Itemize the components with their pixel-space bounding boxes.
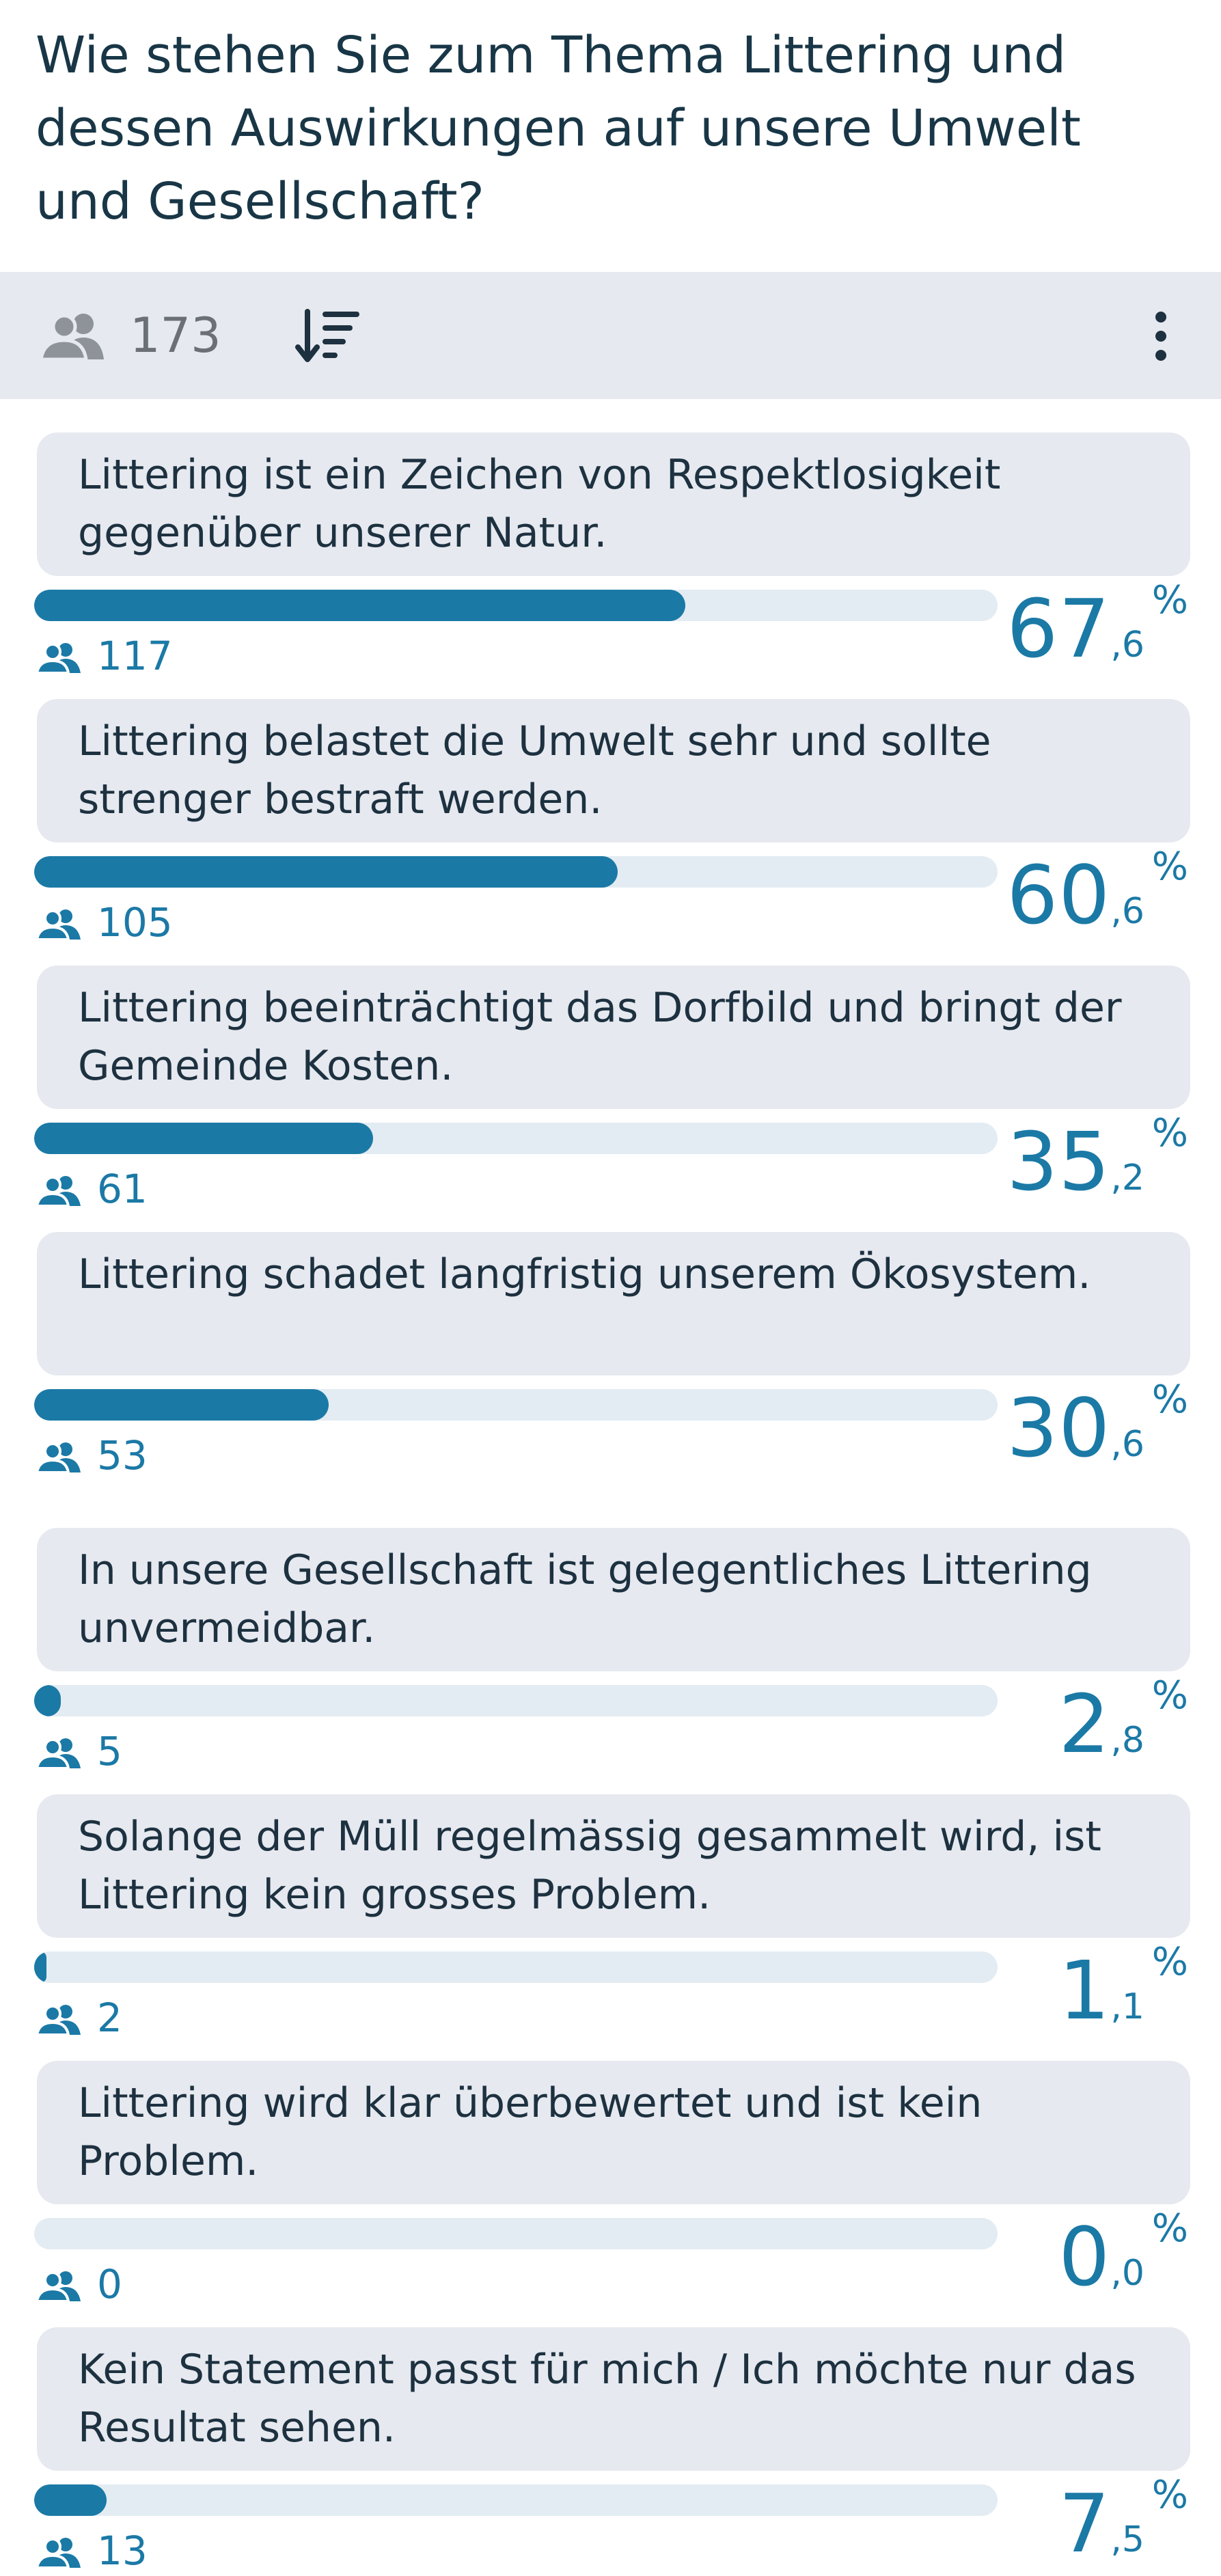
more-vertical-icon[interactable] — [1145, 307, 1177, 365]
percentage-integer: 0 — [1058, 2210, 1111, 2304]
people-icon — [36, 1442, 81, 1472]
percentage-decimal: ,6 — [1110, 1424, 1144, 1465]
percentage-integer: 67 — [1006, 581, 1111, 676]
percentage-integer: 30 — [1006, 1381, 1111, 1475]
people-icon — [36, 1738, 81, 1768]
percent-sign: % — [1151, 1940, 1188, 1984]
result-bar-track — [34, 1685, 998, 1716]
percentage: 7,5% — [1058, 2472, 1188, 2575]
people-icon — [39, 314, 104, 359]
percentage-decimal: ,6 — [1110, 625, 1144, 666]
option-button[interactable]: Littering beeinträchtigt das Dorfbild un… — [37, 965, 1190, 1109]
result-bar-fill — [34, 590, 686, 621]
option-button[interactable]: Littering ist ein Zeichen von Respektlos… — [37, 433, 1190, 576]
option-text: Solange der Müll regelmässig gesammelt w… — [78, 1813, 1101, 1919]
option-text: Littering belastet die Umwelt sehr und s… — [78, 717, 991, 823]
percentage-decimal: ,5 — [1110, 2519, 1144, 2560]
option-button[interactable]: Kein Statement passt für mich / Ich möch… — [37, 2327, 1190, 2471]
sort-descending-icon[interactable] — [295, 307, 361, 365]
vote-count: 61 — [97, 1166, 148, 1212]
result-bar-track — [34, 590, 998, 621]
percentage-integer: 35 — [1006, 1114, 1111, 1209]
result-bar-fill — [34, 1951, 46, 1983]
participant-count: 173 — [130, 307, 221, 364]
result-bar-fill — [34, 1685, 61, 1716]
result-bar-track — [34, 856, 998, 888]
people-icon — [36, 1176, 81, 1206]
percentage: 1,1% — [1058, 1939, 1188, 2042]
poll-option: Littering beeinträchtigt das Dorfbild un… — [0, 965, 1221, 1213]
percentage-decimal: ,6 — [1110, 891, 1144, 932]
vote-count: 105 — [97, 899, 173, 946]
poll-option: Littering ist ein Zeichen von Respektlos… — [0, 433, 1221, 679]
option-button[interactable]: Littering schadet langfristig unserem Ök… — [37, 1232, 1190, 1375]
option-button[interactable]: Solange der Müll regelmässig gesammelt w… — [37, 1794, 1190, 1938]
percent-sign: % — [1151, 2206, 1188, 2251]
percentage-integer: 60 — [1006, 848, 1111, 942]
result-bar-fill — [34, 856, 618, 888]
vote-count: 117 — [97, 633, 173, 679]
poll-option: Solange der Müll regelmässig gesammelt w… — [0, 1794, 1221, 2042]
option-text: Littering ist ein Zeichen von Respektlos… — [78, 451, 1001, 557]
people-icon — [36, 643, 81, 673]
percent-sign: % — [1151, 578, 1188, 622]
vote-count: 2 — [97, 1995, 122, 2041]
vote-count: 5 — [97, 1728, 122, 1775]
option-button[interactable]: Littering wird klar überbewertet und ist… — [37, 2061, 1190, 2204]
result-bar-fill — [34, 1123, 374, 1154]
people-icon — [36, 2538, 81, 2568]
poll-option: Kein Statement passt für mich / Ich möch… — [0, 2327, 1221, 2575]
poll-option: In unsere Gesellschaft ist gelegentliche… — [0, 1528, 1221, 1775]
percentage: 0,0% — [1058, 2206, 1188, 2308]
result-bar-fill — [34, 2484, 107, 2516]
percent-sign: % — [1151, 2473, 1188, 2517]
option-button[interactable]: In unsere Gesellschaft ist gelegentliche… — [37, 1528, 1190, 1671]
vote-count: 13 — [97, 2527, 148, 2574]
percent-sign: % — [1151, 1673, 1188, 1718]
poll-toolbar: 173 — [0, 272, 1221, 399]
percent-sign: % — [1151, 1111, 1188, 1155]
option-text: In unsere Gesellschaft ist gelegentliche… — [78, 1546, 1092, 1652]
people-icon — [36, 909, 81, 940]
percentage: 35,2% — [1006, 1110, 1188, 1213]
option-text: Kein Statement passt für mich / Ich möch… — [78, 2346, 1136, 2452]
poll-option: Littering schadet langfristig unserem Ök… — [0, 1232, 1221, 1479]
percentage: 30,6% — [1006, 1377, 1188, 1479]
result-bar-track — [34, 1951, 998, 1983]
result-bar-track — [34, 1389, 998, 1421]
result-bar-track — [34, 2218, 998, 2249]
vote-count: 53 — [97, 1432, 148, 1479]
percentage-decimal: ,2 — [1110, 1157, 1144, 1198]
option-button[interactable]: Littering belastet die Umwelt sehr und s… — [37, 699, 1190, 842]
percent-sign: % — [1151, 1378, 1188, 1422]
vote-count: 0 — [97, 2261, 122, 2307]
percentage-integer: 7 — [1058, 2476, 1111, 2571]
option-text: Littering wird klar überbewertet und ist… — [78, 2079, 983, 2185]
percentage-decimal: ,0 — [1110, 2253, 1144, 2294]
option-text: Littering beeinträchtigt das Dorfbild un… — [78, 984, 1122, 1090]
result-bar-track — [34, 2484, 998, 2516]
percentage-decimal: ,8 — [1110, 1720, 1144, 1761]
poll-question: Wie stehen Sie zum Thema Littering und d… — [36, 26, 1081, 231]
result-bar-track — [34, 1123, 998, 1154]
percentage-integer: 1 — [1058, 1943, 1111, 2038]
result-bar-fill — [34, 1389, 329, 1421]
poll-option: Littering wird klar überbewertet und ist… — [0, 2061, 1221, 2307]
option-text: Littering schadet langfristig unserem Ök… — [78, 1250, 1091, 1298]
percentage-integer: 2 — [1058, 1677, 1111, 1771]
percentage: 60,6% — [1006, 844, 1188, 946]
people-icon — [36, 2005, 81, 2035]
poll-option: Littering belastet die Umwelt sehr und s… — [0, 699, 1221, 946]
percentage: 2,8% — [1058, 1673, 1188, 1775]
percentage: 67,6% — [1006, 577, 1188, 680]
percentage-decimal: ,1 — [1110, 1986, 1144, 2027]
percent-sign: % — [1151, 845, 1188, 889]
people-icon — [36, 2271, 81, 2301]
